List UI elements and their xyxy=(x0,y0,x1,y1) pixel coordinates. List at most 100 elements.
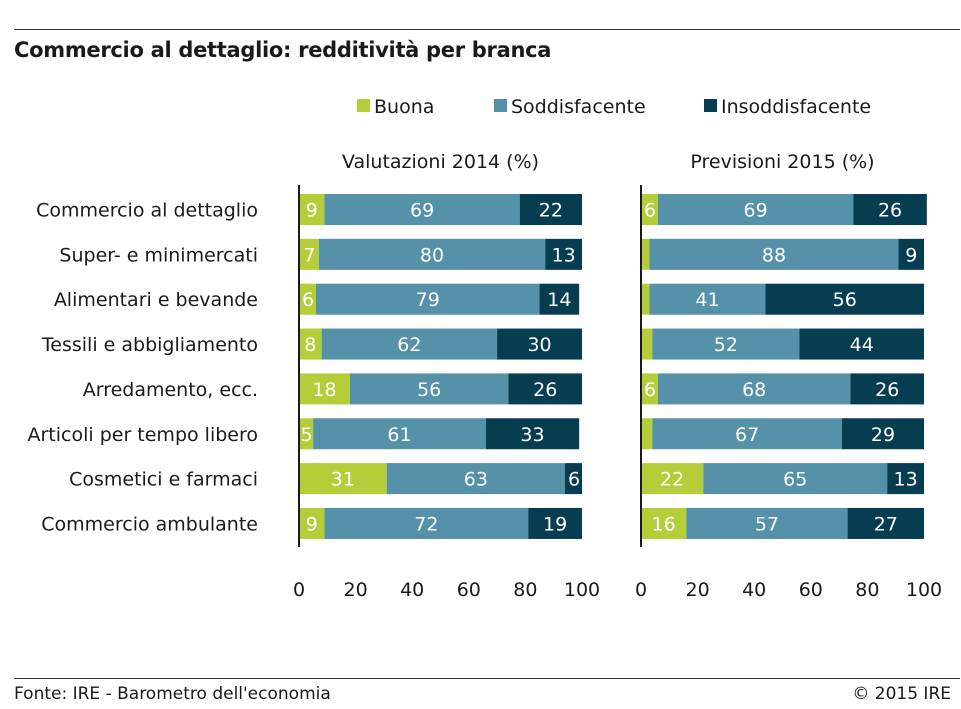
bar-soddisfacente xyxy=(324,194,520,225)
bar-insoddisfacente xyxy=(765,283,924,315)
data-label-insoddisfacente: 6 xyxy=(568,469,580,491)
footer-source: Fonte: IRE - Barometro dell'economia xyxy=(14,684,331,704)
bar-soddisfacente xyxy=(318,238,546,270)
data-label-insoddisfacente: 44 xyxy=(850,334,874,356)
bar-insoddisfacente xyxy=(508,373,582,405)
bar-buona xyxy=(299,283,316,315)
bar-soddisfacente xyxy=(649,238,899,270)
data-label-insoddisfacente: 13 xyxy=(552,244,576,266)
data-label-soddisfacente: 72 xyxy=(414,513,438,535)
bar-insoddisfacente xyxy=(841,418,924,450)
bar-insoddisfacente xyxy=(887,463,924,495)
bar-buona xyxy=(641,238,650,270)
data-label-soddisfacente: 65 xyxy=(783,469,807,491)
chart-title: Commercio al dettaglio: redditività per … xyxy=(14,38,552,62)
footer-copyright: © 2015 IRE xyxy=(852,684,951,704)
tick-label: 60 xyxy=(457,579,481,601)
legend-label-insoddisfacente: Insoddisfacente xyxy=(721,96,871,118)
category-label: Super- e minimercati xyxy=(59,244,258,266)
top-rule xyxy=(14,29,960,30)
category-label: Tessili e abbigliamento xyxy=(41,334,258,356)
tick-label: 0 xyxy=(293,579,305,601)
data-label-buona: 6 xyxy=(302,289,314,311)
data-label-insoddisfacente: 26 xyxy=(875,379,899,401)
category-label: Cosmetici e farmaci xyxy=(69,469,258,491)
category-label: Commercio ambulante xyxy=(41,513,258,535)
data-label-soddisfacente: 69 xyxy=(744,200,768,222)
bar-soddisfacente xyxy=(313,418,486,450)
tick-label: 100 xyxy=(564,579,600,601)
category-label: Alimentari e bevande xyxy=(54,289,258,311)
bar-soddisfacente xyxy=(324,507,529,539)
bar-buona xyxy=(641,194,658,225)
bar-insoddisfacente xyxy=(853,194,927,225)
category-label: Commercio al dettaglio xyxy=(36,200,258,222)
bar-buona xyxy=(641,328,653,360)
data-label-soddisfacente: 41 xyxy=(695,289,719,311)
bar-soddisfacente xyxy=(386,463,566,495)
tick-label: 0 xyxy=(635,579,647,601)
bar-soddisfacente xyxy=(652,418,842,450)
bar-buona xyxy=(299,507,325,539)
bar-soddisfacente xyxy=(349,373,509,405)
bar-buona xyxy=(299,373,350,405)
bar-buona xyxy=(299,194,325,225)
legend-label-soddisfacente: Soddisfacente xyxy=(511,96,646,118)
data-label-buona: 8 xyxy=(304,334,316,356)
data-label-insoddisfacente: 27 xyxy=(874,513,898,535)
data-label-soddisfacente: 56 xyxy=(417,379,441,401)
bar-insoddisfacente xyxy=(545,238,582,270)
data-label-soddisfacente: 52 xyxy=(714,334,738,356)
data-label-insoddisfacente: 30 xyxy=(527,334,551,356)
panel-title: Previsioni 2015 (%) xyxy=(690,151,874,173)
tick-label: 20 xyxy=(686,579,710,601)
bar-soddisfacente xyxy=(657,373,851,405)
data-label-buona: 6 xyxy=(644,200,656,222)
data-label-buona: 18 xyxy=(312,379,336,401)
bar-buona xyxy=(641,373,658,405)
bar-buona xyxy=(299,463,387,495)
data-label-buona: 16 xyxy=(652,513,676,535)
bar-soddisfacente xyxy=(703,463,888,495)
data-label-insoddisfacente: 26 xyxy=(878,200,902,222)
bar-buona xyxy=(641,418,653,450)
data-label-soddisfacente: 79 xyxy=(416,289,440,311)
legend-swatch-buona xyxy=(357,99,370,112)
bar-insoddisfacente xyxy=(799,328,924,360)
data-label-buona: 5 xyxy=(301,424,313,446)
category-label: Articoli per tempo libero xyxy=(27,424,258,446)
bar-soddisfacente xyxy=(315,283,540,315)
bottom-rule xyxy=(14,678,960,679)
tick-label: 20 xyxy=(344,579,368,601)
data-label-soddisfacente: 61 xyxy=(387,424,411,446)
data-label-soddisfacente: 67 xyxy=(735,424,759,446)
data-label-insoddisfacente: 13 xyxy=(894,469,918,491)
data-label-buona: 22 xyxy=(660,469,684,491)
bar-buona xyxy=(299,328,322,360)
bar-soddisfacente xyxy=(657,194,854,225)
bar-soddisfacente xyxy=(686,507,848,539)
legend-label-buona: Buona xyxy=(374,96,434,118)
bar-insoddisfacente xyxy=(519,194,582,225)
data-label-soddisfacente: 88 xyxy=(762,244,786,266)
data-label-soddisfacente: 62 xyxy=(397,334,421,356)
bar-buona xyxy=(299,418,314,450)
tick-label: 80 xyxy=(513,579,537,601)
panel-title: Valutazioni 2014 (%) xyxy=(342,151,539,173)
data-label-soddisfacente: 69 xyxy=(410,200,434,222)
bar-insoddisfacente xyxy=(497,328,582,360)
data-label-buona: 9 xyxy=(306,200,318,222)
bar-buona xyxy=(299,238,319,270)
bar-buona xyxy=(641,507,687,539)
data-label-soddisfacente: 63 xyxy=(464,469,488,491)
tick-label: 100 xyxy=(906,579,942,601)
tick-label: 40 xyxy=(400,579,424,601)
category-label: Arredamento, ecc. xyxy=(83,379,258,401)
data-label-insoddisfacente: 29 xyxy=(871,424,895,446)
data-label-insoddisfacente: 19 xyxy=(543,513,567,535)
data-label-soddisfacente: 57 xyxy=(755,513,779,535)
data-label-insoddisfacente: 26 xyxy=(533,379,557,401)
bar-buona xyxy=(641,283,650,315)
bar-insoddisfacente xyxy=(485,418,580,450)
